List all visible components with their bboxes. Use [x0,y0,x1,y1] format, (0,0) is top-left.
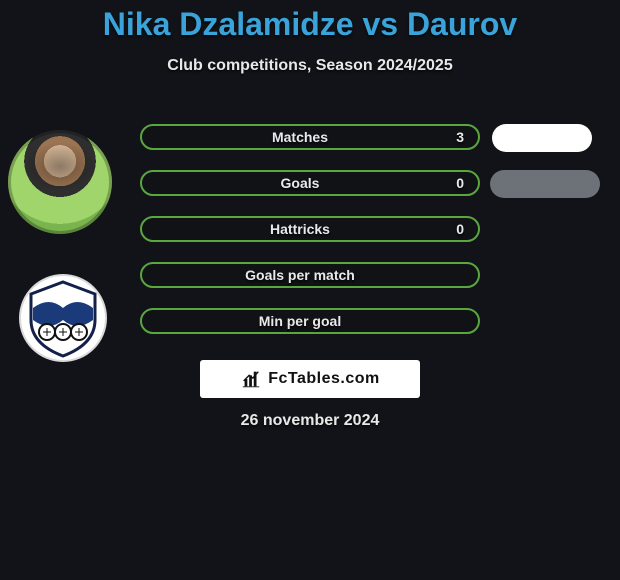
stat-label: Goals per match [156,267,444,283]
stat-value: 3 [444,129,464,145]
date-label: 26 november 2024 [0,412,620,430]
stat-bar-min-per-goal: Min per goal [140,308,480,334]
stat-bars: Matches 3 Goals 0 Hattricks 0 Goals per … [140,124,480,354]
club-badge-icon [19,274,107,362]
opponent-pill-goals [490,170,600,198]
club-badge [19,274,107,362]
subtitle: Club competitions, Season 2024/2025 [0,57,620,75]
stat-bar-goals: Goals 0 [140,170,480,196]
chart-icon [240,368,262,390]
comparison-content: Matches 3 Goals 0 Hattricks 0 Goals per … [0,110,620,370]
stat-value: 0 [444,221,464,237]
stat-bar-matches: Matches 3 [140,124,480,150]
opponent-pill-matches [492,124,592,152]
source-label: FcTables.com [268,370,380,388]
stat-bar-hattricks: Hattricks 0 [140,216,480,242]
stat-label: Min per goal [156,313,444,329]
player-avatar [8,130,112,234]
source-badge[interactable]: FcTables.com [200,360,420,398]
avatar-column [8,130,118,362]
stat-bar-goals-per-match: Goals per match [140,262,480,288]
opponent-pills [490,124,610,216]
page-title: Nika Dzalamidze vs Daurov [0,0,620,43]
stat-label: Matches [156,129,444,145]
stat-label: Goals [156,175,444,191]
stat-value: 0 [444,175,464,191]
stat-label: Hattricks [156,221,444,237]
